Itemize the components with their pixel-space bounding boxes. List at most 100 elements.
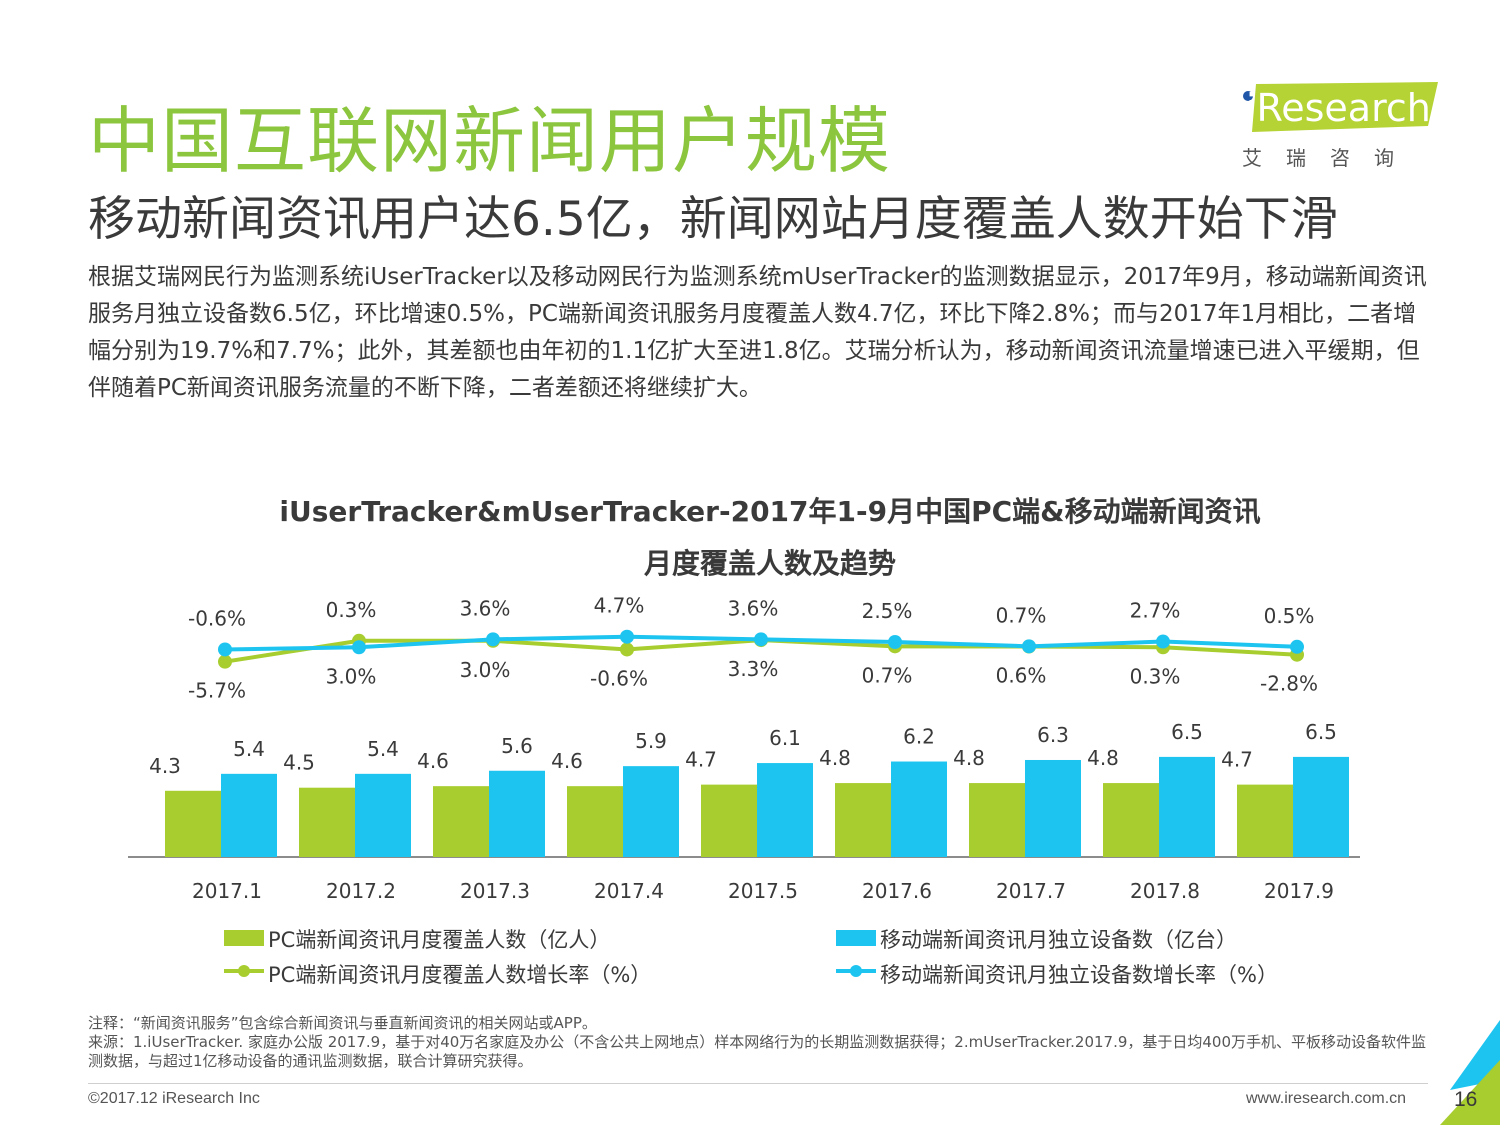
rate-label-pc: 0.6% [996, 664, 1047, 688]
x-tick-label: 2017.5 [728, 879, 798, 903]
bar-label-mobile: 6.2 [903, 725, 935, 749]
rate-label-pc: 0.7% [862, 663, 913, 687]
footer-divider [88, 1083, 1428, 1084]
website-link[interactable]: www.iresearch.com.cn [1246, 1090, 1407, 1107]
rate-label-mobile: 2.5% [862, 599, 913, 623]
iresearch-logo: iResearch 艾瑞咨询 [1238, 82, 1438, 174]
bar-label-mobile: 5.6 [501, 734, 533, 758]
bar-pc [299, 787, 355, 857]
bar-label-mobile: 6.5 [1171, 720, 1203, 744]
rate-label-mobile: 0.5% [1264, 604, 1315, 628]
bar-label-mobile: 6.5 [1305, 720, 1337, 744]
bar-pc [969, 783, 1025, 857]
bar-label-pc: 4.7 [685, 748, 717, 772]
legend-swatches-right [836, 930, 876, 977]
mobile-rate-point [620, 629, 634, 644]
bar-label-pc: 4.3 [149, 754, 181, 778]
bar-label-pc: 4.5 [283, 751, 315, 775]
x-tick-label: 2017.6 [862, 879, 932, 903]
chart-title-line1: iUserTracker&mUserTracker-2017年1-9月中国PC端… [279, 495, 1261, 528]
footnote-note: 注释：“新闻资讯服务”包含综合新闻资讯与垂直新闻资讯的相关网站或APP。 [88, 1014, 597, 1032]
x-tick-label: 2017.8 [1130, 879, 1200, 903]
bar-label-pc: 4.6 [417, 749, 449, 773]
mobile-rate-point [486, 632, 500, 647]
bar-pc [701, 784, 757, 857]
pc-rate-point [218, 654, 232, 669]
chart-title-line2: 月度覆盖人数及趋势 [643, 547, 896, 580]
bar-mobile [1025, 759, 1081, 857]
rate-label-pc: -0.6% [590, 666, 648, 690]
bar-label-mobile: 6.3 [1037, 723, 1069, 747]
mobile-rate-point [754, 632, 768, 647]
footnote: 注释：“新闻资讯服务”包含综合新闻资讯与垂直新闻资讯的相关网站或APP。 来源：… [88, 1014, 1428, 1071]
bar-label-mobile: 5.4 [233, 737, 265, 761]
bar-label-pc: 4.7 [1221, 748, 1253, 772]
mobile-rate-point [352, 640, 366, 655]
logo-sub-text: 艾瑞咨询 [1242, 146, 1418, 170]
pc-rate-point [620, 642, 634, 657]
bar-pc [1103, 783, 1159, 857]
legend-swatch-pc-dot [238, 965, 250, 977]
rate-label-pc: 3.0% [326, 664, 377, 688]
legend-swatch-pc-bar [224, 930, 264, 946]
mobile-rate-point [218, 642, 232, 657]
rate-label-pc: -5.7% [188, 679, 246, 703]
bar-label-pc: 4.6 [551, 749, 583, 773]
logo-banner-icon [1243, 82, 1438, 132]
page-number: 16 [1454, 1088, 1478, 1111]
bar-label-pc: 4.8 [953, 746, 985, 770]
chart-title: iUserTracker&mUserTracker-2017年1-9月中国PC端… [180, 486, 1360, 590]
rate-label-pc: -2.8% [1260, 672, 1318, 696]
mobile-rate-point [1022, 639, 1036, 654]
bar-label-mobile: 6.1 [769, 726, 801, 750]
bar-label-mobile: 5.9 [635, 729, 667, 753]
x-tick-label: 2017.4 [594, 879, 664, 903]
rate-label-mobile: 3.6% [460, 596, 511, 620]
bar-mobile [757, 763, 813, 857]
logo-brand-text: iResearch [1246, 86, 1431, 130]
x-tick-label: 2017.3 [460, 879, 530, 903]
bar-pc [835, 783, 891, 857]
rate-label-mobile: 4.7% [594, 594, 645, 618]
rate-label-pc: 3.0% [460, 658, 511, 682]
bar-label-mobile: 5.4 [367, 737, 399, 761]
bar-label-pc: 4.8 [1087, 746, 1119, 770]
mobile-rate-point [1156, 634, 1170, 649]
bar-label-pc: 4.8 [819, 746, 851, 770]
bar-pc [567, 786, 623, 857]
bar-mobile [623, 766, 679, 857]
page-subtitle: 移动新闻资讯用户达6.5亿，新闻网站月度覆盖人数开始下滑 [88, 192, 1338, 247]
x-tick-label: 2017.7 [996, 879, 1066, 903]
rate-label-mobile: 3.6% [728, 596, 779, 620]
bar-mobile [891, 761, 947, 857]
rate-label-mobile: 0.7% [996, 603, 1047, 627]
bar-mobile [355, 773, 411, 857]
bar-mobile [1159, 756, 1215, 857]
rate-label-mobile: -0.6% [188, 606, 246, 630]
mobile-rate-point [1290, 639, 1304, 654]
rate-label-pc: 3.3% [728, 657, 779, 681]
rate-label-mobile: 2.7% [1130, 599, 1181, 623]
legend-pc-bar: PC端新闻资讯月度覆盖人数（亿人） [268, 928, 611, 952]
mobile-rate-point [888, 635, 902, 649]
bar-mobile [489, 770, 545, 857]
rate-label-mobile: 0.3% [326, 598, 377, 622]
bar-mobile [221, 773, 277, 857]
bar-pc [433, 786, 489, 857]
legend-swatches-left [224, 930, 264, 977]
bar-pc [1237, 784, 1293, 857]
bar-pc [165, 790, 221, 857]
copyright: ©2017.12 iResearch Inc [88, 1090, 260, 1107]
x-tick-label: 2017.9 [1264, 879, 1334, 903]
legend-pc-line: PC端新闻资讯月度覆盖人数增长率（%） [268, 963, 652, 987]
x-tick-label: 2017.2 [326, 879, 396, 903]
x-tick-label: 2017.1 [192, 879, 262, 903]
legend-swatch-mobile-bar [836, 930, 876, 946]
legend-swatch-mobile-dot [850, 965, 862, 977]
footnote-source: 来源：1.iUserTracker. 家庭办公版 2017.9，基于对40万名家… [88, 1033, 1427, 1070]
corner-decoration-icon [1440, 1020, 1500, 1125]
legend-mobile-bar: 移动端新闻资讯月独立设备数（亿台） [880, 928, 1237, 952]
rate-label-pc: 0.3% [1130, 664, 1181, 688]
summary-paragraph: 根据艾瑞网民行为监测系统iUserTracker以及移动网民行为监测系统mUse… [88, 264, 1427, 401]
